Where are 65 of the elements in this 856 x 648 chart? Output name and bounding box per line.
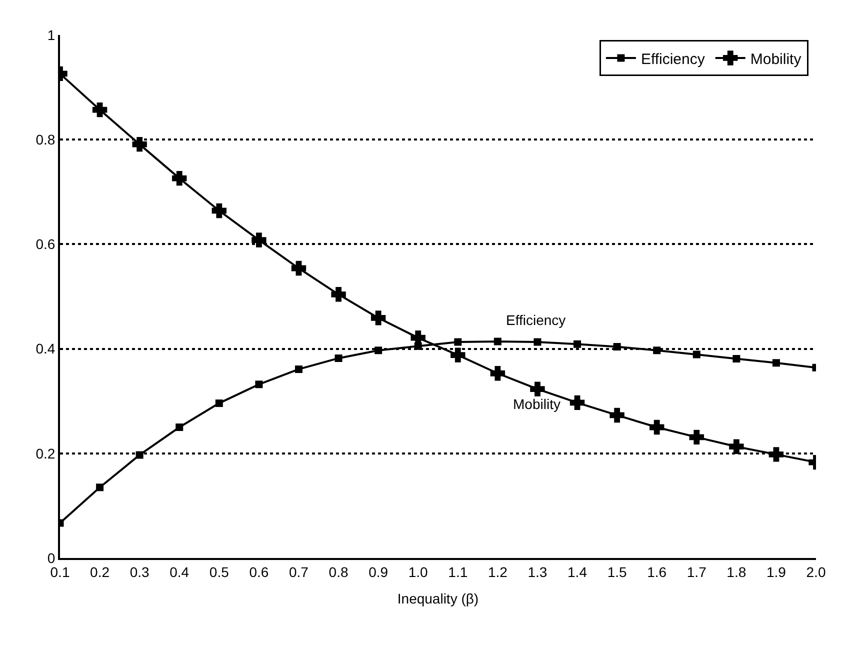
x-tick-label: 2.0 [806,564,826,580]
point [613,342,621,350]
point [450,348,466,362]
point [768,447,784,462]
x-axis-title: Inequality (β) [397,590,479,607]
point [255,380,263,388]
x-tick-label: 1.9 [766,564,786,580]
point [252,232,266,248]
point [689,430,704,445]
point [136,451,144,459]
x-tick-label: 1.5 [607,564,627,580]
point [494,338,502,346]
point [370,310,386,326]
point [530,382,545,396]
x-tick-label: 1.3 [528,564,548,580]
x-tick-label: 0.1 [50,564,70,580]
x-tick-label: 1.4 [568,564,588,580]
x-tick-label: 0.5 [209,564,230,580]
point [732,354,740,362]
legend-label: Efficiency [640,50,706,68]
point [574,340,582,348]
y-tick-label: 0.8 [36,132,56,148]
point [294,365,302,373]
point [212,203,227,218]
point [374,346,382,354]
x-tick-label: 1.0 [408,564,428,580]
point [454,338,462,346]
point [729,439,744,454]
point [490,366,506,381]
x-tick-label: 0.4 [170,564,190,580]
x-tick-label: 1.2 [488,564,508,580]
point [132,136,147,152]
point [570,395,585,410]
y-tick-label: 0.6 [36,236,56,252]
point [772,359,780,367]
y-tick-label: 0.4 [36,340,56,357]
y-tick-label: 0 [47,550,56,566]
point [331,287,346,302]
annotation: Efficiency [506,312,566,328]
x-tick-label: 0.6 [249,564,269,580]
legend-label: Mobility [750,50,802,68]
x-tick-label: 0.7 [289,564,309,580]
point [334,354,342,362]
x-tick-label: 0.9 [368,564,388,580]
point [653,346,661,354]
x-tick-label: 1.6 [647,564,667,580]
point [96,484,104,492]
point [649,420,664,435]
point [215,399,223,407]
point [176,424,184,431]
x-tick-label: 0.3 [130,564,150,580]
point [692,350,700,358]
x-tick-label: 1.8 [726,564,746,580]
point [534,338,542,346]
point [291,260,306,276]
y-tick-label: 0.2 [36,445,56,462]
x-tick-label: 0.2 [90,564,110,580]
x-tick-label: 1.1 [448,564,468,580]
x-tick-label: 0.8 [328,564,348,580]
point [92,102,108,118]
point [172,170,187,186]
y-tick-label: 1 [47,26,56,43]
point [610,408,624,423]
annotation: Mobility [513,396,560,412]
x-tick-label: 1.7 [686,564,707,580]
